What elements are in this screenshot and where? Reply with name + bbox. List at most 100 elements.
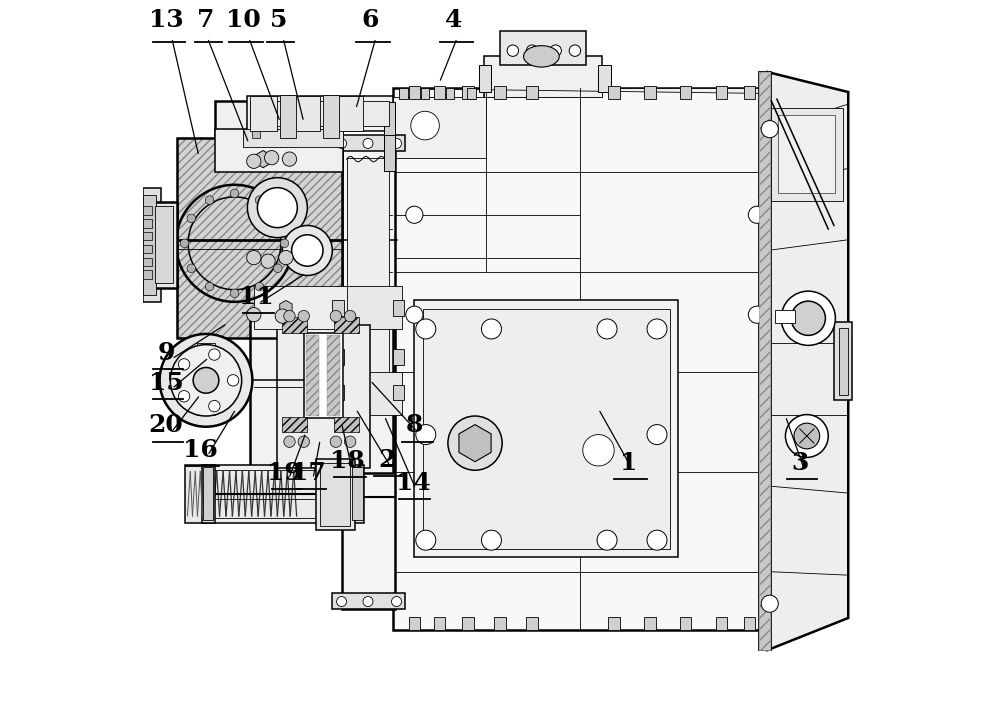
Bar bbox=[320, 463, 350, 526]
Circle shape bbox=[569, 45, 581, 56]
Bar bbox=[252, 131, 260, 138]
Bar bbox=[775, 310, 795, 323]
Circle shape bbox=[230, 289, 239, 297]
Bar bbox=[334, 317, 359, 332]
Bar bbox=[421, 88, 429, 99]
Circle shape bbox=[330, 310, 342, 322]
Bar bbox=[203, 468, 213, 521]
Bar bbox=[332, 135, 405, 151]
Text: 5: 5 bbox=[270, 8, 287, 32]
Bar bbox=[462, 87, 474, 99]
Text: 15: 15 bbox=[149, 370, 183, 395]
Bar bbox=[758, 71, 771, 650]
Bar bbox=[716, 617, 727, 630]
Bar bbox=[462, 617, 474, 630]
Bar bbox=[393, 385, 404, 400]
Bar bbox=[716, 87, 727, 99]
Bar bbox=[414, 300, 678, 557]
Polygon shape bbox=[459, 425, 491, 462]
Circle shape bbox=[227, 375, 239, 386]
Text: 13: 13 bbox=[149, 8, 183, 32]
Bar bbox=[479, 65, 491, 92]
Circle shape bbox=[363, 596, 373, 606]
Circle shape bbox=[781, 291, 835, 345]
Bar bbox=[393, 300, 404, 316]
Circle shape bbox=[416, 531, 436, 550]
Bar bbox=[399, 88, 408, 99]
Circle shape bbox=[647, 319, 667, 339]
Circle shape bbox=[209, 349, 220, 360]
Circle shape bbox=[193, 368, 219, 393]
Circle shape bbox=[255, 196, 264, 204]
Circle shape bbox=[337, 596, 347, 606]
Bar bbox=[250, 102, 389, 126]
Bar bbox=[143, 232, 152, 240]
Bar bbox=[143, 219, 152, 227]
Circle shape bbox=[284, 310, 295, 322]
Bar bbox=[778, 115, 835, 193]
Polygon shape bbox=[393, 88, 768, 97]
Bar bbox=[409, 617, 420, 630]
Bar bbox=[177, 138, 342, 337]
Circle shape bbox=[180, 239, 189, 247]
Circle shape bbox=[647, 531, 667, 550]
Bar bbox=[494, 617, 506, 630]
Bar bbox=[250, 97, 277, 131]
Bar bbox=[143, 206, 152, 214]
Circle shape bbox=[748, 306, 765, 323]
Circle shape bbox=[416, 319, 436, 339]
Bar bbox=[143, 194, 156, 295]
Circle shape bbox=[284, 436, 295, 448]
Ellipse shape bbox=[524, 46, 559, 67]
Circle shape bbox=[275, 309, 289, 323]
Circle shape bbox=[406, 206, 423, 223]
Bar bbox=[384, 102, 395, 138]
Text: 19: 19 bbox=[267, 460, 302, 485]
Bar bbox=[155, 206, 173, 283]
Bar bbox=[608, 87, 620, 99]
Bar bbox=[644, 617, 656, 630]
Bar bbox=[342, 145, 395, 608]
Circle shape bbox=[344, 310, 356, 322]
Bar bbox=[293, 97, 320, 131]
Bar bbox=[644, 87, 656, 99]
Circle shape bbox=[298, 436, 309, 448]
Bar bbox=[143, 270, 152, 279]
Polygon shape bbox=[256, 151, 270, 168]
Circle shape bbox=[187, 264, 196, 272]
Bar bbox=[197, 343, 215, 415]
Bar bbox=[250, 320, 393, 473]
Text: 11: 11 bbox=[239, 285, 273, 309]
Circle shape bbox=[160, 334, 252, 427]
Text: 16: 16 bbox=[183, 438, 218, 462]
Bar bbox=[598, 65, 611, 92]
Circle shape bbox=[178, 359, 190, 370]
Circle shape bbox=[411, 112, 439, 140]
Text: 8: 8 bbox=[406, 413, 423, 438]
Circle shape bbox=[170, 345, 242, 416]
Bar bbox=[306, 335, 319, 416]
Circle shape bbox=[794, 423, 820, 449]
Circle shape bbox=[261, 254, 275, 268]
Bar bbox=[771, 108, 843, 200]
Circle shape bbox=[406, 306, 423, 323]
Circle shape bbox=[344, 436, 356, 448]
Circle shape bbox=[791, 301, 825, 335]
Bar bbox=[207, 470, 350, 518]
Bar bbox=[332, 593, 405, 608]
Text: 3: 3 bbox=[791, 450, 808, 475]
Bar bbox=[839, 327, 848, 395]
Bar bbox=[393, 349, 404, 365]
Text: 2: 2 bbox=[379, 448, 396, 472]
Circle shape bbox=[330, 436, 342, 448]
Bar bbox=[304, 332, 343, 418]
Bar bbox=[484, 56, 602, 97]
Bar bbox=[680, 87, 691, 99]
Bar bbox=[393, 97, 486, 158]
Polygon shape bbox=[768, 72, 848, 650]
Text: 4: 4 bbox=[445, 8, 462, 32]
Circle shape bbox=[265, 151, 279, 165]
Bar bbox=[215, 129, 343, 172]
Text: 1: 1 bbox=[620, 450, 637, 475]
Bar bbox=[177, 138, 342, 337]
